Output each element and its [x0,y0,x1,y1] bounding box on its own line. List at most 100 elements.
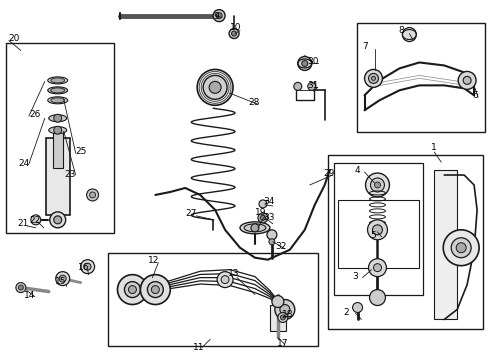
Circle shape [442,230,478,266]
Text: 3: 3 [352,272,358,281]
Circle shape [147,282,163,298]
Circle shape [371,76,375,80]
Text: 31: 31 [307,81,319,90]
Ellipse shape [51,98,64,103]
Circle shape [197,69,233,105]
Circle shape [117,275,147,305]
Circle shape [213,10,224,22]
Bar [333,163,423,294]
Circle shape [231,31,236,36]
Circle shape [364,69,382,87]
Text: 21: 21 [17,219,28,228]
Circle shape [271,296,283,307]
Text: 6: 6 [471,91,477,100]
Circle shape [128,285,136,293]
Circle shape [457,71,475,89]
Circle shape [209,81,221,93]
Text: 12: 12 [148,256,160,265]
Ellipse shape [49,115,66,122]
Circle shape [151,285,159,293]
Text: 18: 18 [281,310,293,319]
Circle shape [140,275,170,305]
Text: 26: 26 [30,110,41,119]
Circle shape [81,260,94,274]
Text: 7: 7 [362,42,367,51]
Circle shape [277,312,287,323]
Text: 29: 29 [323,168,334,177]
Text: 30: 30 [307,57,319,66]
Text: 8: 8 [398,26,403,35]
Text: 2: 2 [343,308,348,317]
Circle shape [250,224,259,232]
Ellipse shape [240,222,269,234]
Circle shape [280,315,285,320]
Circle shape [370,178,384,192]
Text: 1: 1 [430,143,436,152]
Circle shape [50,212,65,228]
Text: 28: 28 [247,98,259,107]
Text: 20: 20 [8,34,19,43]
Ellipse shape [48,77,67,84]
Circle shape [307,82,315,90]
Text: 15: 15 [55,277,66,286]
Text: 23: 23 [64,170,76,179]
Circle shape [402,28,415,41]
Circle shape [462,76,470,84]
Text: 9: 9 [213,12,219,21]
Circle shape [352,302,362,312]
Text: 13: 13 [227,269,239,278]
Circle shape [268,239,274,245]
Text: 33: 33 [263,213,274,222]
Circle shape [259,200,266,208]
Bar [107,253,317,346]
Circle shape [59,275,66,282]
Circle shape [216,13,222,19]
Circle shape [228,28,239,39]
Text: 27: 27 [185,210,196,219]
Bar [6,42,113,233]
Ellipse shape [48,97,67,104]
Bar [337,200,419,268]
Circle shape [372,225,382,235]
Circle shape [86,189,99,201]
Circle shape [124,282,140,298]
Text: 32: 32 [274,242,285,251]
Text: 4: 4 [354,166,360,175]
Circle shape [221,276,228,284]
Ellipse shape [51,88,64,93]
Circle shape [367,220,386,240]
Bar [327,155,482,329]
Circle shape [258,213,267,223]
Ellipse shape [244,224,265,232]
Ellipse shape [51,78,64,83]
Circle shape [54,216,61,224]
Circle shape [89,192,95,198]
Text: 16: 16 [78,263,89,272]
Bar [356,23,484,132]
Circle shape [266,230,276,240]
Circle shape [455,243,465,253]
Text: 10: 10 [229,23,241,32]
Circle shape [217,272,233,288]
Circle shape [203,75,226,99]
Text: 5: 5 [370,231,375,240]
Circle shape [16,283,26,293]
Circle shape [260,215,265,220]
Circle shape [297,57,311,71]
Circle shape [54,114,61,122]
Ellipse shape [49,127,66,134]
Circle shape [56,272,69,285]
Circle shape [54,126,61,134]
Bar [53,128,62,168]
Bar [46,138,69,215]
Circle shape [19,285,23,290]
Text: 22: 22 [30,216,41,225]
Text: 11: 11 [193,343,204,352]
Circle shape [368,73,378,84]
Text: 14: 14 [24,291,35,300]
Text: 25: 25 [76,147,87,156]
Text: 24: 24 [18,158,29,167]
Circle shape [301,60,307,67]
Circle shape [274,300,294,319]
Text: 17: 17 [276,339,288,348]
